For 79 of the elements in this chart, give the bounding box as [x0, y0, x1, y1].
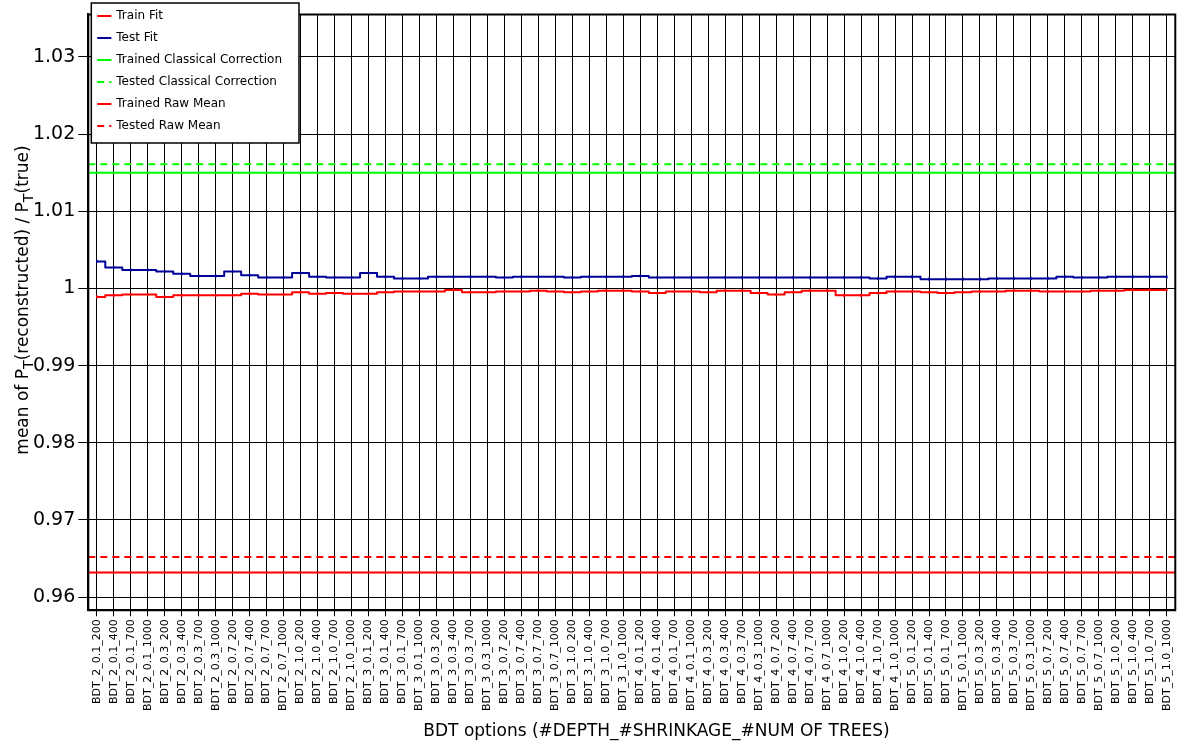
y-tick-label: 0.97 — [32, 506, 76, 529]
x-tick-label: BDT_5_0.1_1000 — [955, 619, 969, 712]
x-tick-label: BDT_5_1.0_200 — [1108, 619, 1122, 705]
x-tick-label: BDT_3_1.0_200 — [565, 619, 579, 705]
x-tick-label: BDT_2_1.0_400 — [310, 619, 324, 705]
x-tick-label: BDT_4_0.1_200 — [633, 619, 647, 705]
x-tick-label: BDT_2_0.1_200 — [89, 619, 103, 705]
x-tick-label: BDT_3_1.0_400 — [582, 619, 596, 705]
x-tick-label: BDT_4_0.7_200 — [769, 619, 783, 705]
x-tick-label: BDT_2_0.3_400 — [174, 619, 188, 705]
x-tick-label: BDT_3_0.1_200 — [361, 619, 375, 705]
legend-label: Tested Classical Correction — [115, 74, 277, 89]
x-tick-label: BDT_2_1.0_700 — [327, 619, 341, 705]
x-tick-label: BDT_3_0.3_1000 — [480, 619, 494, 712]
legend-label: Trained Raw Mean — [115, 96, 226, 111]
x-tick-label: BDT_3_0.1_1000 — [412, 619, 426, 712]
x-tick-label: BDT_3_0.3_200 — [429, 619, 443, 705]
x-tick-label: BDT_5_0.1_700 — [938, 619, 952, 705]
y-tick-label: 0.98 — [32, 429, 76, 452]
x-tick-label: BDT_5_0.7_400 — [1057, 619, 1071, 705]
x-tick-label: BDT_3_0.7_700 — [531, 619, 545, 705]
x-tick-label: BDT_5_0.1_200 — [904, 619, 918, 705]
x-tick-label: BDT_4_0.3_700 — [735, 619, 749, 705]
y-tick-label: 1 — [63, 275, 76, 298]
x-tick-label: BDT_2_0.3_700 — [191, 619, 205, 705]
x-tick-label: BDT_2_0.7_700 — [259, 619, 273, 705]
y-tick-label: 0.96 — [32, 584, 76, 607]
x-tick-label: BDT_4_1.0_400 — [853, 619, 867, 705]
x-tick-label: BDT_5_1.0_700 — [1142, 619, 1156, 705]
y-tick-label: 1.03 — [32, 43, 76, 66]
x-tick-label: BDT_3_0.1_700 — [395, 619, 409, 705]
x-tick-label: BDT_3_0.7_200 — [497, 619, 511, 705]
x-tick-label: BDT_2_1.0_1000 — [344, 619, 358, 712]
legend-label: Train Fit — [115, 8, 164, 23]
x-tick-label: BDT_2_0.7_1000 — [276, 619, 290, 712]
x-tick-label: BDT_3_0.3_700 — [463, 619, 477, 705]
x-tick-label: BDT_4_0.7_400 — [786, 619, 799, 705]
x-tick-label: BDT_5_0.3_200 — [972, 619, 986, 705]
x-tick-label: BDT_2_0.3_200 — [157, 619, 171, 705]
legend-label: Tested Raw Mean — [115, 118, 221, 133]
x-tick-label: BDT_5_0.7_1000 — [1091, 619, 1105, 712]
x-tick-label: BDT_3_0.1_400 — [378, 619, 392, 705]
x-tick-label: BDT_2_0.1_700 — [123, 619, 137, 705]
x-tick-label: BDT_3_0.7_400 — [514, 619, 528, 705]
x-tick-label: BDT_3_1.0_700 — [599, 619, 613, 705]
x-tick-label: BDT_4_1.0_1000 — [887, 619, 901, 712]
x-tick-label: BDT_2_1.0_200 — [293, 619, 307, 705]
x-tick-label: BDT_5_1.0_400 — [1125, 619, 1139, 705]
x-tick-label: BDT_2_0.1_1000 — [140, 619, 154, 712]
x-tick-label: BDT_3_1.0_1000 — [616, 619, 630, 712]
x-tick-label: BDT_4_0.1_400 — [650, 619, 664, 705]
x-tick-label: BDT_4_0.1_1000 — [684, 619, 698, 712]
x-tick-label: BDT_4_0.7_700 — [802, 619, 816, 705]
x-tick-label: BDT_4_1.0_200 — [836, 619, 850, 705]
legend-label: Trained Classical Correction — [115, 52, 283, 67]
x-tick-label: BDT_5_0.1_400 — [921, 619, 935, 705]
x-tick-label: BDT_5_1.0_1000 — [1159, 619, 1173, 712]
legend-label: Test Fit — [115, 30, 159, 45]
x-tick-label: BDT_4_0.3_400 — [718, 619, 732, 705]
x-tick-label: BDT_4_0.7_1000 — [819, 619, 833, 712]
x-tick-label: BDT_5_0.7_200 — [1040, 619, 1054, 705]
x-tick-label: BDT_5_0.3_1000 — [1023, 619, 1037, 712]
x-tick-label: BDT_3_0.3_400 — [446, 619, 460, 705]
x-tick-label: BDT_4_0.1_700 — [667, 619, 681, 705]
x-tick-label: BDT_2_0.7_200 — [225, 619, 239, 705]
y-tick-label: 0.99 — [32, 352, 76, 375]
x-tick-label: BDT_4_0.3_200 — [701, 619, 715, 705]
x-tick-label: BDT_2_0.7_400 — [242, 619, 256, 705]
y-tick-label: 1.02 — [32, 120, 76, 143]
y-tick-label: 1.01 — [32, 198, 76, 221]
x-tick-label: BDT_5_0.3_700 — [1006, 619, 1020, 705]
x-tick-label: BDT_4_0.3_1000 — [752, 619, 766, 712]
x-tick-label: BDT_5_0.3_400 — [989, 619, 1003, 705]
x-tick-label: BDT_5_0.7_700 — [1074, 619, 1088, 705]
x-tick-label: BDT_2_0.3_1000 — [208, 619, 222, 712]
x-axis-title: BDT options (#DEPTH_#SHRINKAGE_#NUM OF TREES) — [422, 720, 891, 740]
x-tick-label: BDT_3_0.7_1000 — [548, 619, 562, 712]
x-tick-label: BDT_4_1.0_700 — [870, 619, 884, 705]
x-tick-label: BDT_2_0.1_400 — [106, 619, 120, 705]
